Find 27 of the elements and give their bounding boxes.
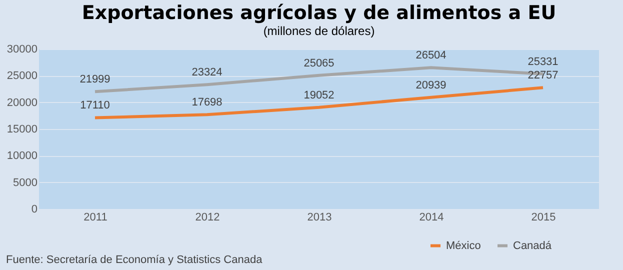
y-tick-label: 30000: [6, 44, 38, 56]
data-label: 25331: [528, 56, 558, 68]
legend-label: Canadá: [513, 240, 552, 252]
data-label: 17110: [80, 100, 110, 112]
data-label: 26504: [416, 50, 446, 62]
x-tick-label: 2011: [84, 212, 108, 224]
x-tick-label: 2013: [307, 212, 332, 224]
y-tick-label: 15000: [6, 124, 38, 136]
y-tick-label: 10000: [6, 150, 38, 162]
y-tick-label: 5000: [13, 176, 38, 189]
data-label: 21999: [80, 74, 110, 86]
chart-subtitle: (millones de dólares): [263, 24, 375, 38]
source-note: Fuente: Secretaría de Economía y Statistics Canada: [6, 254, 262, 266]
data-label: 23324: [192, 66, 222, 79]
y-tick-label: 25000: [6, 70, 38, 82]
data-label: 22757: [528, 70, 558, 82]
x-tick-label: 2012: [195, 212, 220, 224]
y-tick-label: 0: [31, 204, 38, 216]
data-label: 25065: [304, 57, 334, 70]
y-tick-label: 20000: [6, 96, 38, 109]
data-label: 17698: [192, 96, 222, 109]
x-tick-label: 2014: [419, 212, 444, 224]
data-label: 20939: [416, 79, 446, 92]
x-tick-label: 2015: [531, 212, 556, 224]
data-label: 19052: [304, 89, 334, 102]
legend-label: México: [446, 240, 481, 252]
chart-title: Exportaciones agrícolas y de alimentos a EU: [82, 2, 556, 24]
